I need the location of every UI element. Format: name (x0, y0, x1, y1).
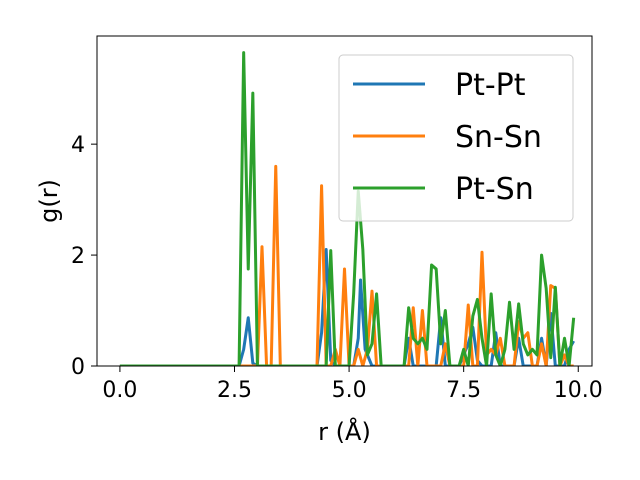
series-line-pt-sn (119, 51, 576, 366)
legend-label-sn-sn: Sn-Sn (455, 120, 542, 155)
legend-box (338, 54, 574, 222)
series-line-sn-sn (119, 164, 574, 366)
plot-frame (96, 35, 593, 367)
x-tick-label: 10.0 (554, 378, 603, 403)
y-axis: 0 2 4 (71, 133, 97, 380)
series-layer (119, 51, 576, 366)
legend-label-pt-pt: Pt-Pt (455, 68, 526, 103)
legend: Pt-Pt Sn-Sn Pt-Sn (338, 54, 574, 222)
y-tick-label: 2 (71, 244, 85, 269)
y-axis-label: g(r) (35, 179, 63, 223)
y-tick-label: 0 (71, 355, 85, 380)
legend-label-pt-sn: Pt-Sn (455, 172, 534, 207)
x-tick-label: 2.5 (217, 378, 252, 403)
x-axis-label: r (Å) (318, 417, 371, 446)
x-axis: 0.0 2.5 5.0 7.5 10.0 (102, 366, 603, 403)
y-tick-label: 4 (71, 133, 85, 158)
x-tick-label: 5.0 (332, 378, 367, 403)
x-tick-label: 7.5 (446, 378, 481, 403)
x-tick-label: 0.0 (102, 378, 137, 403)
